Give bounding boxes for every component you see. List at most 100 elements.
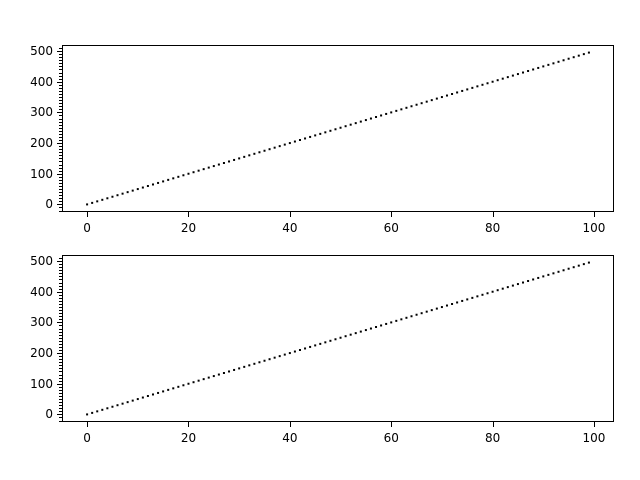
x-tick-label: 80: [484, 431, 501, 445]
axes-frame: [62, 255, 614, 422]
x-tick-label: 60: [383, 431, 399, 445]
data-point: [167, 178, 170, 181]
data-point: [243, 155, 246, 158]
data-point: [273, 146, 276, 149]
data-point: [304, 137, 307, 140]
y-tick-label: 100: [30, 166, 53, 181]
data-point: [222, 372, 225, 374]
data-point: [562, 269, 565, 272]
data-point: [496, 289, 499, 292]
data-point: [268, 148, 271, 151]
y-tick-label: 500: [30, 254, 53, 269]
data-point: [380, 324, 383, 327]
x-tick-label: 40: [282, 431, 298, 445]
data-point: [420, 102, 423, 105]
data-point: [319, 132, 322, 135]
data-point: [440, 96, 443, 99]
data-point: [96, 200, 99, 203]
x-tick-label: 100: [582, 431, 606, 445]
data-point: [329, 339, 332, 342]
data-point: [228, 160, 231, 163]
data-point: [380, 114, 383, 117]
data-point: [131, 399, 134, 402]
data-point: [298, 349, 301, 351]
x-tick-label: 0: [83, 431, 91, 445]
plot-area: [86, 51, 590, 206]
data-point: [400, 108, 403, 111]
data-point: [207, 376, 210, 379]
data-point: [278, 355, 281, 358]
data-point: [111, 195, 114, 198]
data-point: [491, 290, 494, 293]
data-point: [435, 97, 438, 100]
data-point: [466, 88, 469, 91]
data-point: [572, 56, 575, 59]
data-point: [451, 303, 454, 305]
data-point: [390, 321, 393, 324]
data-point: [91, 201, 94, 204]
data-point: [238, 157, 241, 160]
data-point: [334, 338, 337, 341]
data-point: [172, 177, 175, 180]
data-point: [278, 145, 281, 148]
data-point: [582, 53, 585, 56]
data-point: [577, 264, 580, 267]
data-point: [537, 276, 540, 279]
data-point: [116, 404, 119, 407]
data-point: [405, 106, 408, 109]
data-point: [212, 165, 215, 168]
data-point: [375, 326, 378, 328]
data-series-points: [86, 51, 590, 206]
data-point: [202, 168, 205, 171]
data-point: [385, 112, 388, 115]
data-point: [111, 405, 114, 408]
data-point: [146, 185, 149, 188]
data-point: [511, 74, 514, 77]
subplot-lower[interactable]: 0 100 200 300 400 500 0 20 40 60 80 100: [30, 255, 614, 444]
data-point: [369, 117, 372, 120]
data-point: [522, 71, 525, 74]
data-point: [445, 304, 448, 307]
data-point: [587, 51, 590, 54]
data-point: [354, 332, 357, 335]
data-point: [369, 327, 372, 330]
data-point: [146, 395, 149, 398]
data-point: [329, 129, 332, 132]
data-point: [375, 116, 378, 118]
data-point: [283, 143, 286, 146]
data-point: [456, 91, 459, 94]
data-point: [172, 387, 175, 390]
data-point: [430, 309, 433, 312]
data-point: [293, 140, 296, 143]
data-point: [263, 359, 266, 362]
data-point: [207, 166, 210, 169]
data-point: [151, 393, 154, 396]
data-point: [96, 410, 99, 413]
data-point: [491, 80, 494, 83]
data-point: [364, 119, 367, 122]
data-point: [192, 381, 195, 384]
data-point: [258, 361, 261, 364]
data-point: [527, 279, 530, 282]
data-point: [217, 373, 220, 376]
data-point: [410, 315, 413, 318]
data-point: [466, 298, 469, 301]
data-point: [324, 131, 327, 134]
y-tick-label: 0: [45, 197, 53, 212]
data-point: [532, 278, 535, 281]
data-point: [157, 181, 160, 184]
data-point: [486, 82, 489, 85]
data-point: [501, 77, 504, 80]
data-point: [395, 319, 398, 322]
data-point: [162, 390, 165, 393]
data-point: [258, 151, 261, 154]
data-point: [248, 154, 251, 157]
data-point: [516, 73, 519, 76]
data-point: [212, 375, 215, 378]
subplot-upper[interactable]: 0 100 200 300 400 500 0 20 40 60 80 100: [30, 45, 614, 234]
data-point: [456, 301, 459, 304]
data-point: [542, 65, 545, 68]
data-point: [293, 350, 296, 353]
data-point: [298, 139, 301, 141]
data-point: [354, 122, 357, 125]
